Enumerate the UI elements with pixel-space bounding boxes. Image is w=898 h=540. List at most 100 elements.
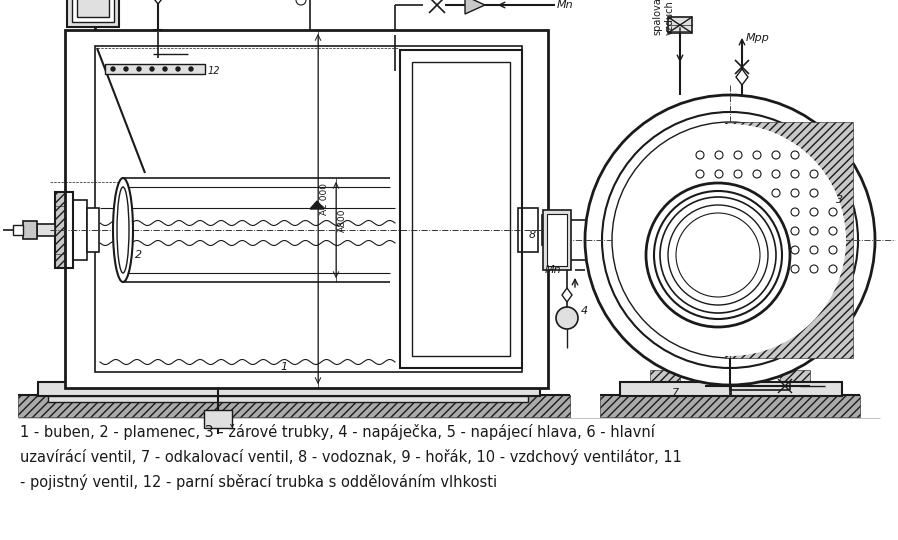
Circle shape [163,67,167,71]
Bar [23,221,37,239]
Text: 11: 11 [315,0,328,2]
Bar [668,17,692,33]
Bar [87,208,99,252]
Circle shape [585,95,875,385]
Bar [105,64,205,74]
Bar [620,382,842,396]
Bar [725,122,853,358]
Bar [780,370,810,386]
Circle shape [810,246,818,254]
Bar [518,208,538,252]
Circle shape [676,213,760,297]
Bar [77,0,109,17]
Circle shape [715,151,723,159]
Text: Mn: Mn [557,0,574,10]
Ellipse shape [117,187,129,273]
Text: spalovací: spalovací [652,0,662,35]
Polygon shape [465,0,485,14]
Text: 1: 1 [280,362,287,372]
Bar [65,30,95,388]
Circle shape [734,151,742,159]
Circle shape [696,170,704,178]
Ellipse shape [113,178,133,282]
Text: - pojistný ventil, 12 - parní sběrací trubka s oddělováním vlhkosti: - pojistný ventil, 12 - parní sběrací tr… [20,474,497,490]
Circle shape [124,67,128,71]
Text: Mpp: Mpp [746,33,770,43]
Text: 7: 7 [672,388,679,398]
Circle shape [696,151,704,159]
Bar [556,220,566,240]
Circle shape [791,208,799,216]
Bar [65,372,548,388]
Polygon shape [310,201,324,209]
Bar [38,382,540,396]
Bar [522,30,548,388]
Circle shape [753,151,761,159]
Circle shape [791,170,799,178]
Bar [18,395,570,417]
Bar [37,224,55,236]
Polygon shape [151,0,165,4]
Circle shape [189,67,193,71]
Circle shape [772,170,780,178]
Bar [650,370,680,386]
Circle shape [660,197,776,313]
Circle shape [829,265,837,273]
Bar [400,50,522,368]
Circle shape [829,227,837,235]
Text: 4: 4 [581,306,588,316]
Circle shape [137,67,141,71]
Circle shape [646,183,790,327]
Polygon shape [736,69,748,85]
Text: Ά2 000: Ά2 000 [320,183,329,215]
Bar [65,30,548,46]
Circle shape [810,208,818,216]
Circle shape [715,170,723,178]
Bar [204,410,232,428]
Circle shape [791,189,799,197]
Circle shape [810,170,818,178]
Circle shape [829,246,837,254]
Circle shape [810,189,818,197]
Circle shape [111,67,115,71]
Text: 8: 8 [529,230,536,240]
Circle shape [176,67,180,71]
Circle shape [668,205,768,305]
Bar [518,208,538,252]
Circle shape [791,246,799,254]
Bar [73,200,87,260]
Circle shape [556,307,578,329]
Bar [547,214,567,266]
Bar [95,46,522,372]
Text: uzavírácí ventil, 7 - odkalovací ventil, 8 - vodoznak, 9 - hořák, 10 - vzdchový : uzavírácí ventil, 7 - odkalovací ventil,… [20,449,682,465]
Circle shape [791,151,799,159]
Text: Ά800: Ά800 [338,208,347,232]
Bar [55,192,73,268]
Circle shape [810,227,818,235]
Circle shape [791,227,799,235]
Circle shape [734,170,742,178]
Bar [67,0,119,27]
Circle shape [772,189,780,197]
Bar [412,62,510,356]
Circle shape [614,124,846,356]
Bar [55,192,73,268]
Bar [72,0,114,22]
Circle shape [602,112,858,368]
Bar [542,215,556,245]
Bar [55,254,67,268]
Text: 1 - buben, 2 - plamenec, 3 - žárové trubky, 4 - napáječka, 5 - napájecí hlava, 6: 1 - buben, 2 - plamenec, 3 - žárové trub… [20,424,655,440]
Circle shape [753,170,761,178]
Bar [65,30,548,388]
Bar [400,50,522,368]
Circle shape [810,265,818,273]
Circle shape [791,265,799,273]
Bar [48,396,528,402]
Text: 12: 12 [208,66,221,76]
Circle shape [296,0,306,5]
Polygon shape [562,288,572,302]
Text: Mn: Mn [545,265,561,275]
Bar [55,192,67,206]
Circle shape [612,122,848,358]
Circle shape [829,208,837,216]
